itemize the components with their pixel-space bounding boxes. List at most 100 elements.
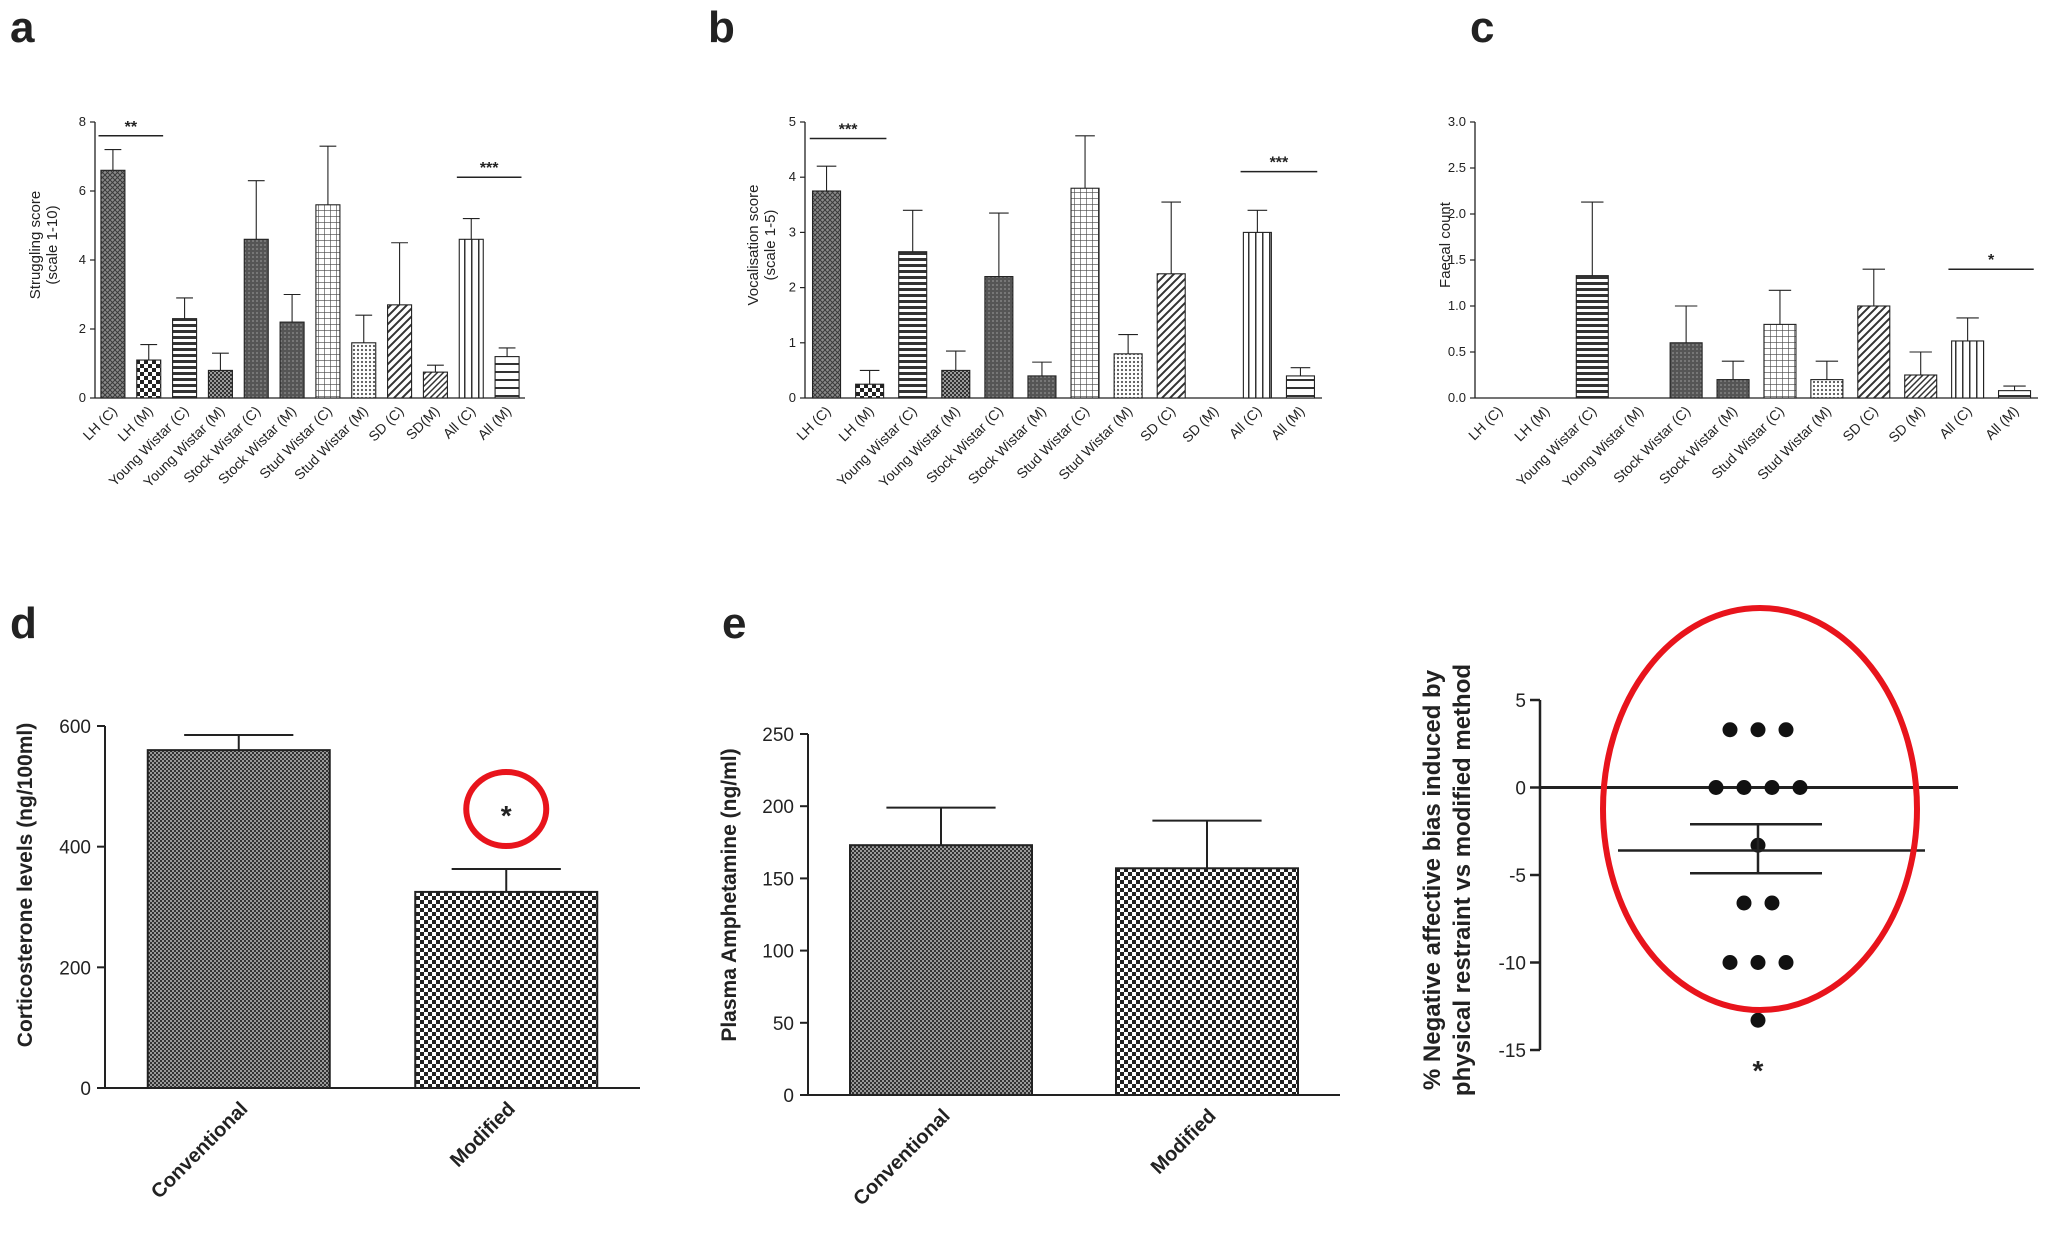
bar-8 [1156,273,1186,399]
significance-label-0: ** [125,119,138,136]
chart-f: 5 0 -5 -10 -15 * % Negative affective bias ind… [1419,605,1958,1096]
category-label-11: All (M) [1982,403,2022,443]
y-tick-label: 50 [773,1014,794,1035]
y-tick-label: 600 [59,717,91,738]
category-label-11: All (M) [1268,403,1308,443]
bar-10 [1242,231,1272,399]
category-label-0: LH (C) [793,403,833,443]
category-label-1: Modified [1147,1105,1221,1179]
category-label-3: Young Wistar (M) [1559,403,1646,490]
category-label-8: SD (C) [1839,403,1881,445]
y-tick-label: 0.0 [1448,390,1466,405]
bar-6 [1763,323,1797,399]
bar-8 [1857,305,1891,399]
highlight-circle [463,768,550,849]
chart-e: e 0 50 100 150 200 250 Plasma Amphetamine (ng/m… [718,599,1340,1210]
category-label-10: All (C) [440,403,479,442]
data-point-10 [1722,955,1738,970]
category-label-8: SD (C) [365,403,407,445]
bar-9 [1904,374,1938,399]
y-tick-label: 8 [79,114,86,129]
category-label-9: SD (M) [1179,403,1222,446]
y-tick-label: 0 [80,1079,91,1100]
category-label-11: All (M) [474,403,514,443]
y-axis-title-line: Struggling score [27,191,44,299]
category-label-1: LH (M) [835,403,877,445]
y-axis-title: Plasma Amphetamine (ng/ml) [718,748,741,1041]
category-label-0: Conventional [849,1105,954,1210]
data-point-3 [1708,780,1724,795]
category-label-9: SD(M) [403,403,443,443]
y-tick-label: -5 [1509,866,1526,887]
data-point-8 [1736,895,1752,911]
y-axis-title: % Negative affective bias induced by phys… [1419,664,1476,1096]
data-point-9 [1764,895,1780,911]
category-label-7: Stud Wistar (M) [1055,403,1135,483]
y-axis-title-line: Faecal count [1437,201,1454,288]
bar-1 [855,383,885,399]
category-label-10: All (C) [1936,403,1975,442]
y-tick-label: 400 [59,838,91,859]
bar-1 [414,890,599,1090]
bar-6 [315,204,341,399]
y-axis-title: Vocalisation score(scale 1-5) [745,185,779,306]
panel-label-e: e [722,599,746,648]
y-tick-label: 5 [1515,691,1526,712]
annotation-label: * [501,800,512,831]
category-label-0: LH (C) [1465,403,1505,443]
data-point-13 [1750,1012,1766,1028]
y-tick-label: 150 [762,869,794,890]
y-tick-label: 4 [789,169,796,184]
charts-layer: a 0 2 4 6 8 Struggling score(scale 1-10) LH (C)… [10,3,2038,1210]
y-tick-label: 200 [59,958,91,979]
bar-5 [1716,379,1750,399]
chart-b: b 0 1 2 3 4 5 Vocalisation score(scale 1-5) LH (… [708,3,1322,490]
y-axis-title-line: physical restraint vs modified method [1449,664,1476,1096]
y-tick-label: -15 [1499,1041,1526,1062]
bar-3 [207,369,233,399]
data-point-5 [1764,780,1780,795]
y-tick-label: 2 [79,321,86,336]
bar-2 [898,251,928,399]
bar-0 [146,749,331,1090]
y-tick-label: 1 [789,335,796,350]
y-axis-title-line: (scale 1-5) [762,210,779,281]
category-label-0: Conventional [147,1098,252,1203]
y-tick-label: 2.5 [1448,160,1466,175]
data-point-4 [1736,780,1752,795]
bar-8 [387,304,413,399]
bar-4 [1669,342,1703,399]
bar-9 [422,371,448,399]
y-tick-label: 6 [79,183,86,198]
significance-label-1: *** [480,160,499,177]
bar-4 [243,238,269,399]
y-tick-label: -10 [1499,954,1526,975]
bar-1 [136,359,162,399]
y-tick-label: 0 [783,1086,794,1107]
y-tick-label: 0.5 [1448,344,1466,359]
bar-2 [1575,275,1609,399]
highlight-ellipse [1600,605,1920,1013]
data-point-11 [1750,955,1766,970]
panel-label-c: c [1470,3,1494,52]
data-point-6 [1792,780,1808,795]
bar-0 [811,190,842,399]
data-point-2 [1778,722,1794,738]
chart-a: a 0 2 4 6 8 Struggling score(scale 1-10) LH (C)… [10,3,525,490]
y-tick-label: 200 [762,797,794,818]
y-tick-label: 1.0 [1448,298,1466,313]
y-axis-title: Struggling score(scale 1-10) [27,191,61,299]
y-axis-title: Corticosterone levels (ng/100ml) [14,723,37,1047]
panel-label-d: d [10,599,37,648]
category-label-2: Young Wistar (C) [1513,403,1599,489]
panel-label-b: b [708,3,735,52]
y-tick-label: 3.0 [1448,114,1466,129]
category-label-10: All (C) [1226,403,1265,442]
y-axis-title: Faecal count [1437,201,1454,288]
bar-2 [172,318,198,399]
y-tick-label: 0 [789,390,796,405]
significance-label-0: * [1988,252,1995,269]
bar-7 [1810,379,1844,399]
bar-0 [849,844,1033,1096]
category-label-0: LH (C) [80,403,120,443]
